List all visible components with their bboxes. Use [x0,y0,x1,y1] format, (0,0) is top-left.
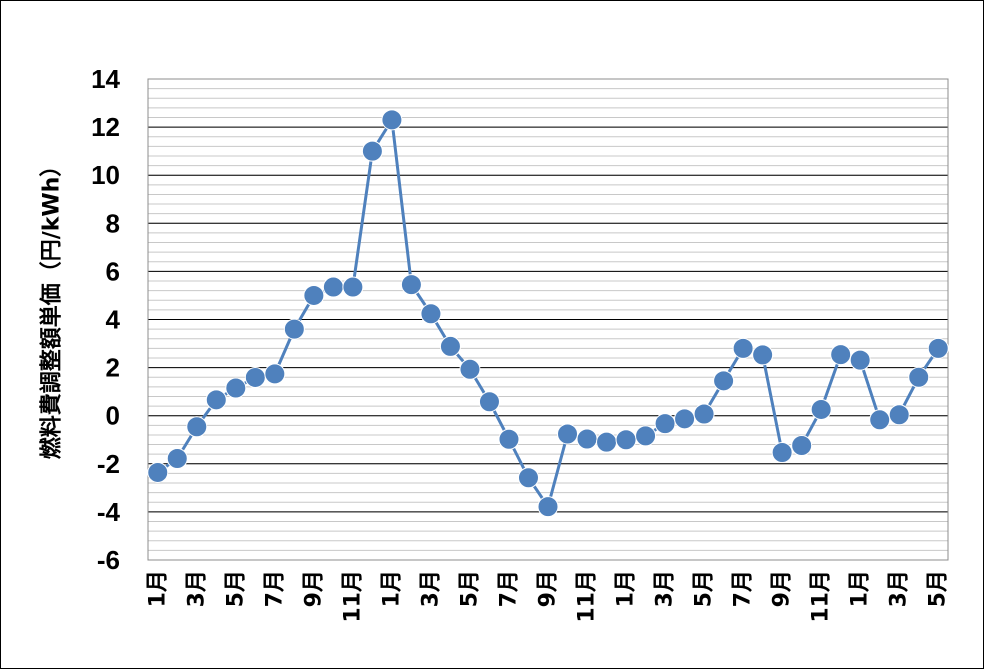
x-tick-label: 5月 [457,570,482,607]
x-tick-label: 1月 [614,570,639,607]
data-point [186,416,208,438]
data-point [849,349,871,371]
data-point [791,435,813,457]
data-point [303,284,325,306]
y-axis-label: 燃料費調整額単価（円/kWh） [39,155,65,460]
x-axis-tick-labels: 1月 3月 5月 7月 9月 11月 1月 3月 5月 7月 9月 11月 1月 3月 5月 7月 9月 11月 1… [145,570,950,623]
data-point [693,403,715,425]
data-point [732,337,754,359]
y-axis-tick-labels: 14 12 10 8 6 4 2 0 -2 -4 -6 [91,64,120,575]
y-tick-label: 14 [91,64,120,94]
x-tick-label: 3月 [184,570,209,607]
x-tick-label: 5月 [692,570,717,607]
data-point [459,358,481,380]
data-point [752,344,774,366]
y-tick-label: 0 [106,401,120,431]
data-point [166,448,188,470]
data-point [810,398,832,420]
data-point [420,303,442,325]
data-point [283,318,305,340]
y-tick-label: 8 [106,208,120,238]
x-tick-label: 1月 [379,570,404,607]
x-tick-label: 1月 [848,570,873,607]
plot-area-border [147,78,949,561]
x-tick-label: 3月 [887,570,912,607]
grid-lines [147,78,949,561]
x-tick-label: 7月 [496,570,521,607]
data-point [478,391,500,413]
x-tick-label: 9月 [770,570,795,607]
data-point [576,428,598,450]
x-tick-label: 9月 [301,570,326,607]
y-tick-label: 4 [106,305,121,335]
data-point [771,441,793,463]
data-point [225,377,247,399]
x-tick-label: 7月 [731,570,756,607]
y-tick-label: 6 [106,256,120,286]
x-tick-label: 3月 [418,570,443,607]
y-tick-label: -6 [97,545,120,575]
data-point [635,425,657,447]
data-point [908,366,930,388]
data-point [322,276,344,298]
data-point [264,363,286,385]
y-tick-label: 2 [106,353,120,383]
x-tick-label: 11月 [340,570,365,623]
series-line [156,118,940,509]
data-point [439,335,461,357]
data-point [615,429,637,451]
data-point [498,428,520,450]
data-point [537,496,559,518]
x-tick-label: 7月 [262,570,287,607]
x-tick-label: 5月 [223,570,248,607]
data-point [147,461,169,483]
data-point [517,467,539,489]
data-point [381,109,403,131]
y-tick-label: -2 [97,449,120,479]
data-point [674,408,696,430]
x-tick-label: 9月 [536,570,561,607]
x-tick-label: 11月 [575,570,600,623]
data-point [244,366,266,388]
data-point [342,276,364,298]
x-tick-label: 1月 [145,570,170,607]
data-point [205,389,227,411]
y-tick-label: 12 [91,112,120,142]
x-tick-label: 3月 [653,570,678,607]
x-tick-label: 11月 [809,570,834,623]
data-point [654,413,676,435]
data-point [869,409,891,431]
data-point [927,337,949,359]
data-point [830,344,852,366]
data-point [557,423,579,445]
data-point [713,370,735,392]
data-point [400,274,422,296]
y-tick-label: -4 [97,497,121,527]
data-point [596,431,618,453]
y-tick-label: 10 [91,160,120,190]
data-point [361,140,383,162]
x-tick-label: 5月 [926,570,951,607]
series-fuel-cost-adjustment [147,109,949,518]
data-point [888,404,910,426]
